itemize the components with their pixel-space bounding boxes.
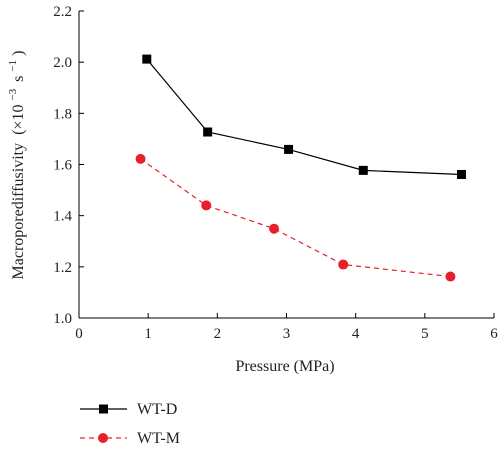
x-tick-label-3: 3 [283,326,291,342]
point-wt-d-0 [142,54,152,64]
x-axis-title: Pressure (MPa) [235,358,334,375]
point-wt-d-4 [456,169,466,179]
y-axis-title-close: ) [10,51,27,56]
axes [78,10,495,319]
point-wt-d-1 [203,127,213,137]
y-tick-label-1.4: 1.4 [53,209,72,225]
y-tick-label-1.6: 1.6 [53,158,72,174]
point-wt-m-1 [201,200,212,211]
x-tick-label-2: 2 [214,326,222,342]
point-wt-m-2 [269,223,280,234]
y-tick-label-1.0: 1.0 [53,311,72,327]
y-axis-title-unit-s-exp: −1 [7,60,19,72]
y-axis-title-exp: −3 [7,88,19,100]
point-wt-d-2 [284,144,294,154]
legend: WT-D WT-M [80,401,180,447]
y-axis-title: Macroporediffusivity (×10 −3 s −1 ) [3,51,27,280]
y-tick-label-1.2: 1.2 [53,260,72,276]
legend-marker-wt-d [99,404,108,414]
y-tick-labels: 1.0 1.2 1.4 1.6 1.8 2.0 2.2 [53,4,72,327]
y-axis-title-unit-s: s [10,76,27,82]
y-tick-label-2.2: 2.2 [53,4,72,20]
series-line-wt-m [140,158,451,278]
series-group [135,54,466,282]
point-wt-m-3 [338,259,349,270]
point-wt-d-3 [358,165,368,175]
y-axis-title-name: Macroporediffusivity [10,143,27,280]
y-tick-label-1.8: 1.8 [53,106,72,122]
x-tick-label-6: 6 [490,326,498,342]
x-tick-label-1: 1 [144,326,152,342]
legend-label-wt-m: WT-M [137,430,180,447]
x-tick-label-4: 4 [352,326,360,342]
y-axis-title-unit: (×10 [10,105,27,135]
point-wt-m-0 [135,153,146,164]
x-tick-label-5: 5 [421,326,429,342]
x-tick-label-0: 0 [75,326,83,342]
point-wt-m-4 [445,271,456,282]
legend-label-wt-d: WT-D [137,401,177,418]
y-tick-label-2.0: 2.0 [53,55,72,71]
x-tick-labels: 0 1 2 3 4 5 6 [75,326,498,342]
series-line-wt-d [146,58,462,176]
legend-marker-wt-m [98,433,108,443]
